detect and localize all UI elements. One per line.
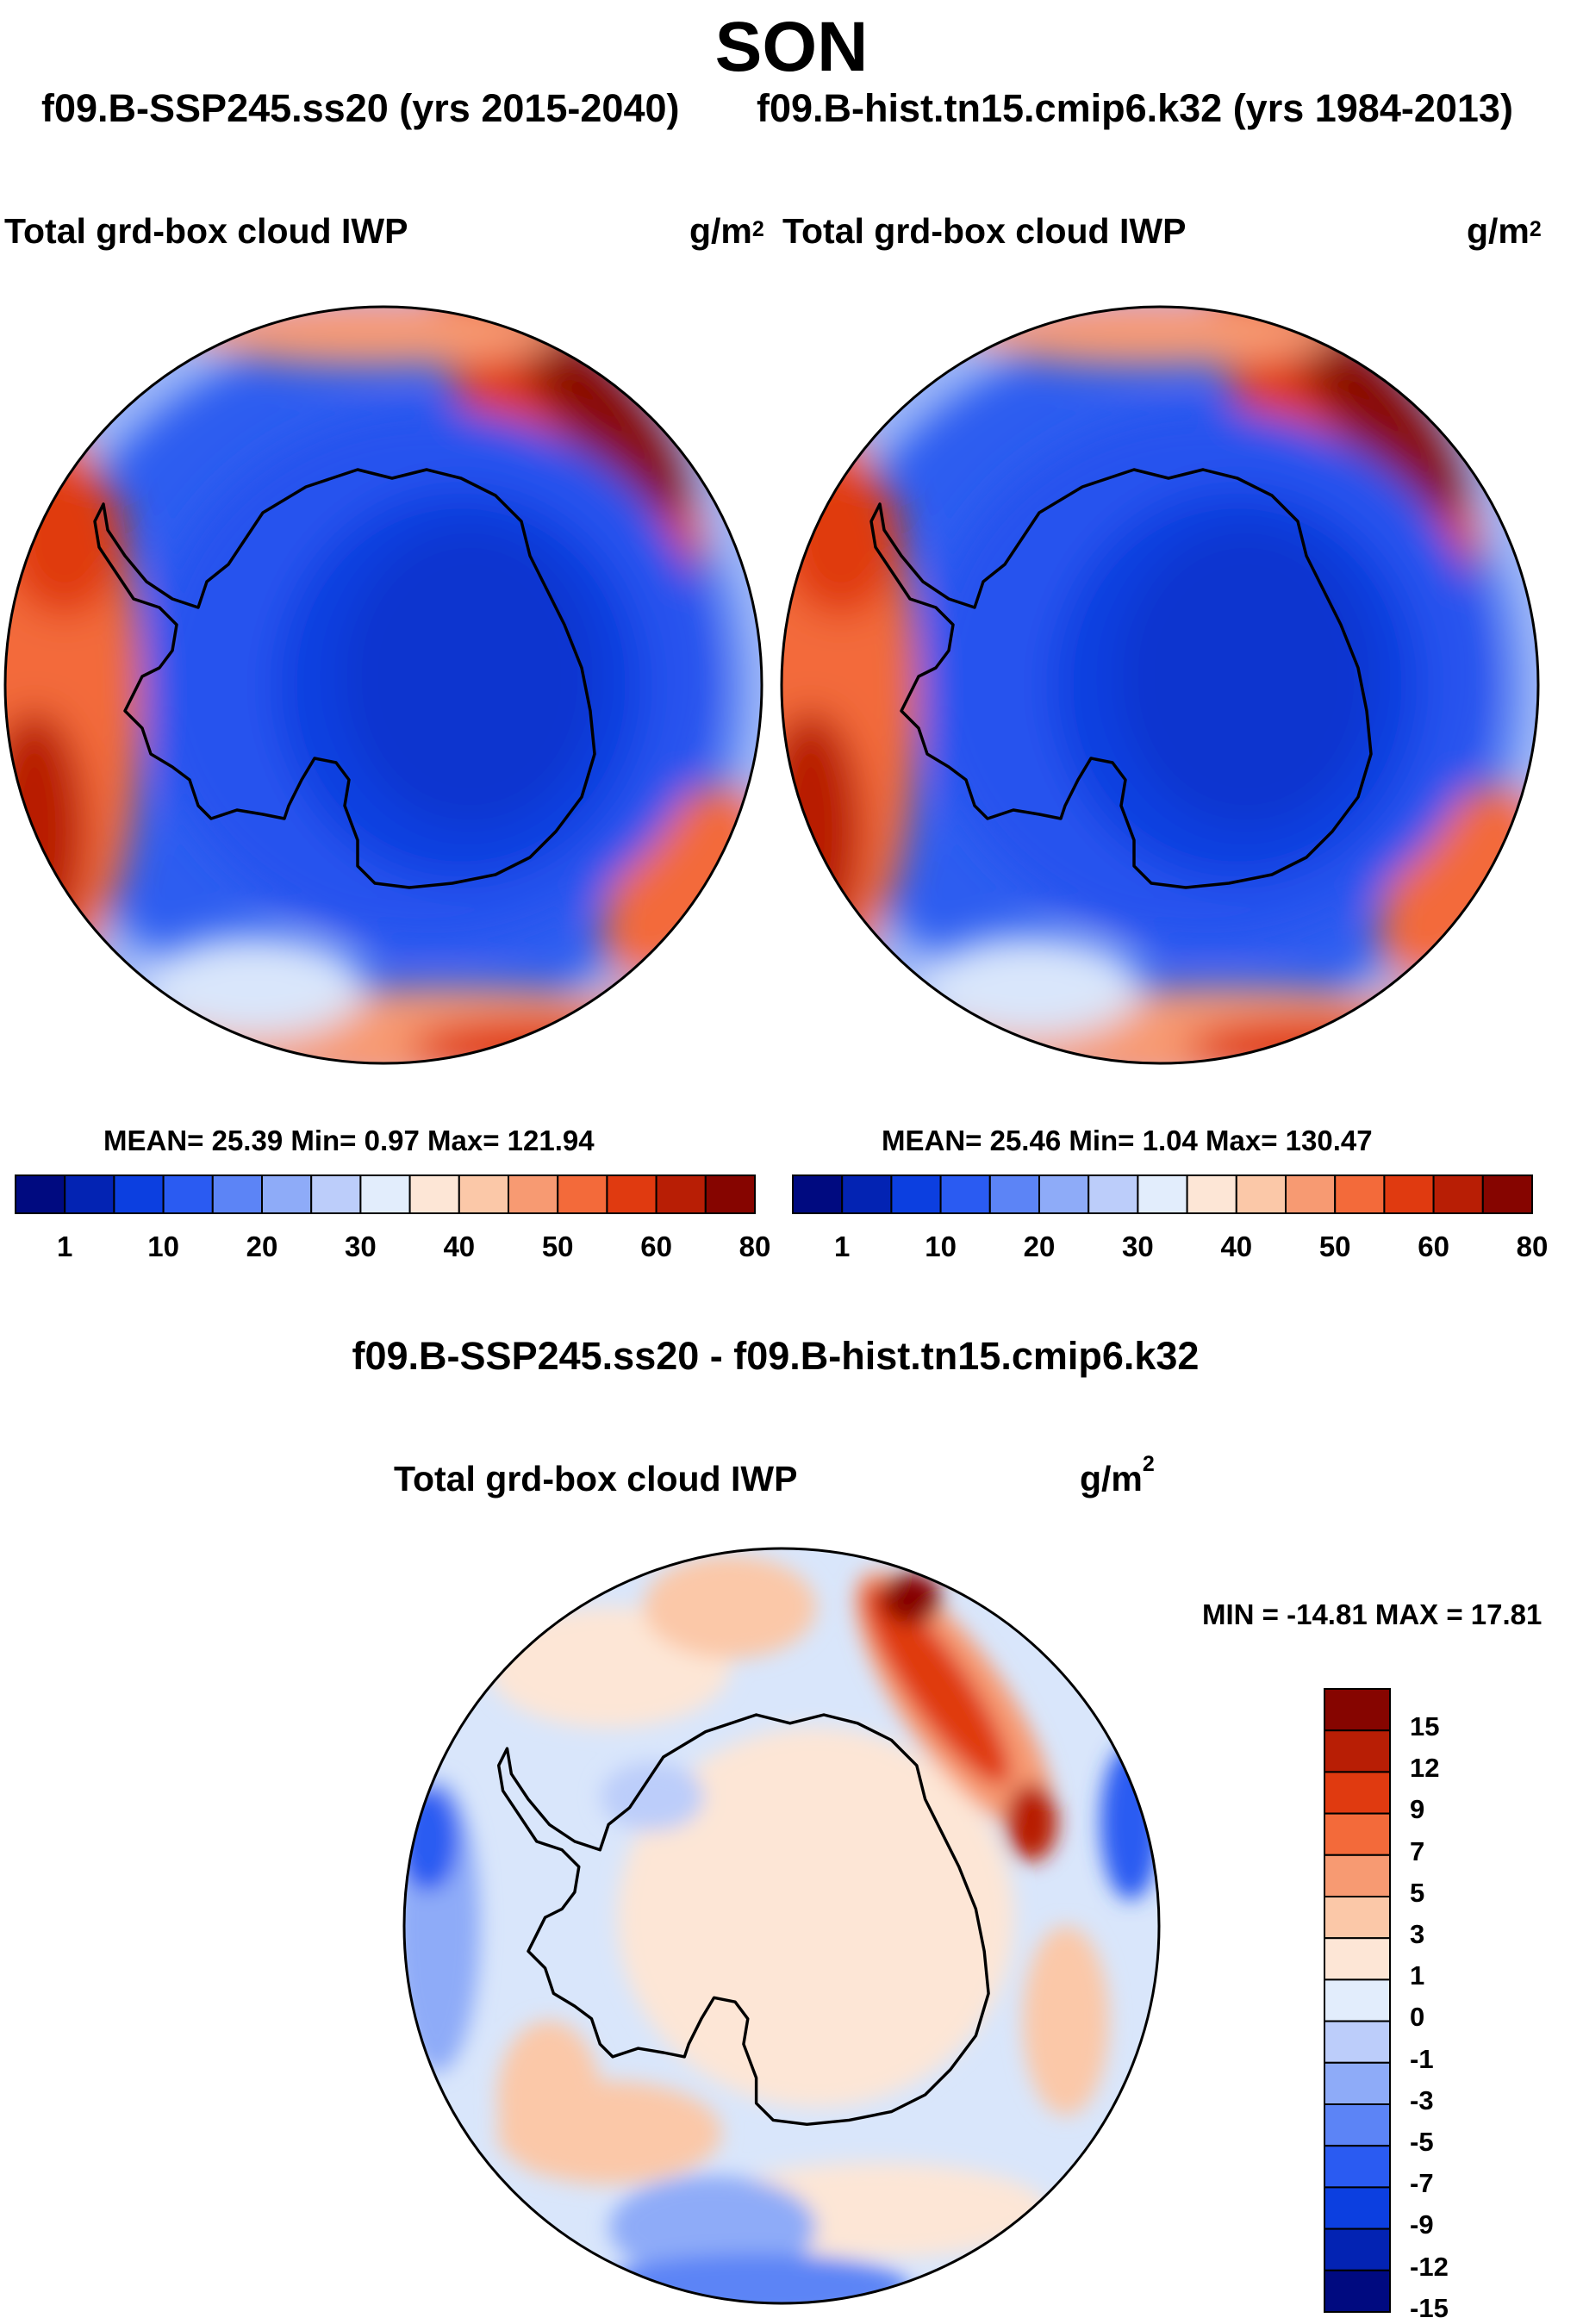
colorbar-swatch: [1088, 1174, 1139, 1214]
colorbar-swatch: [1383, 1174, 1435, 1214]
colorbar-swatch: [557, 1174, 608, 1214]
colorbar-tick-label: -7: [1410, 2168, 1434, 2199]
difference-unit: g/m2: [1080, 1452, 1155, 1498]
colorbar-swatch: [1186, 1174, 1237, 1214]
colorbar-swatch: [1137, 1174, 1188, 1214]
colorbar-swatch: [1324, 1854, 1391, 1898]
colorbar-swatch: [606, 1174, 658, 1214]
colorbar-tick-label: 10: [147, 1231, 179, 1262]
colorbar-swatch: [1324, 2061, 1391, 2106]
colorbar-tick-label: -15: [1410, 2292, 1449, 2323]
panel2-unit: g/m2: [1467, 211, 1542, 251]
colorbar-tick-label: 50: [541, 1231, 574, 1262]
colorbar-swatch: [359, 1174, 411, 1214]
main-title: SON: [714, 8, 869, 86]
colorbar-swatch: [1324, 1978, 1391, 2022]
colorbar-swatch: [15, 1174, 66, 1214]
colorbar-swatch: [162, 1174, 214, 1214]
map-panel-1: [3, 305, 763, 1065]
colorbar-tick-label: 30: [345, 1231, 377, 1262]
case-title-right: f09.B-hist.tn15.cmip6.k32 (yrs 1984-2013…: [757, 86, 1513, 130]
colorbar-tick-label: 0: [1410, 2002, 1425, 2033]
difference-variable-title: Total grd-box cloud IWP: [394, 1459, 798, 1498]
colorbar-swatch: [408, 1174, 460, 1214]
colorbar-tick-label: -9: [1410, 2209, 1434, 2240]
colorbar-swatch: [1324, 1688, 1391, 1732]
difference-title: f09.B-SSP245.ss20 - f09.B-hist.tn15.cmip…: [352, 1334, 1200, 1378]
colorbar-swatch: [458, 1174, 509, 1214]
colorbar-tick-label: 3: [1410, 1919, 1425, 1949]
colorbar-tick-label: 20: [246, 1231, 278, 1262]
colorbar-tick-label: 12: [1410, 1753, 1440, 1784]
map-panel-difference: [402, 1547, 1161, 2305]
colorbar-tick-label: 7: [1410, 1835, 1425, 1866]
colorbar-swatch: [792, 1174, 844, 1214]
colorbar-swatch: [1432, 1174, 1484, 1214]
colorbar-difference: [1324, 1688, 1391, 2314]
colorbar-swatch: [1324, 2020, 1391, 2064]
colorbar-tick-label: -5: [1410, 2127, 1434, 2157]
panel1-variable-title: Total grd-box cloud IWP: [4, 211, 408, 251]
panel2-stats: MEAN= 25.46 Min= 1.04 Max= 130.47: [882, 1125, 1373, 1156]
colorbar-swatch: [64, 1174, 115, 1214]
case-title-left: f09.B-SSP245.ss20 (yrs 2015-2040): [41, 86, 680, 130]
colorbar-tick-label: -3: [1410, 2084, 1434, 2115]
colorbar-swatch: [1324, 2227, 1391, 2271]
colorbar-swatch: [890, 1174, 942, 1214]
panel2-variable-title: Total grd-box cloud IWP: [782, 211, 1187, 251]
colorbar-swatch: [1481, 1174, 1534, 1214]
colorbar-tick-label: 80: [1516, 1231, 1549, 1262]
colorbar-swatch: [1285, 1174, 1337, 1214]
colorbar-swatch: [939, 1174, 991, 1214]
colorbar-tick-label: 15: [1410, 1711, 1440, 1741]
colorbar-swatch: [261, 1174, 313, 1214]
colorbar-tick-label: 30: [1122, 1231, 1154, 1262]
colorbar-tick-label: 1: [1410, 1960, 1425, 1991]
colorbar-swatch: [1324, 2269, 1391, 2314]
map-panel-2: [780, 305, 1540, 1065]
colorbar-swatch: [841, 1174, 893, 1214]
colorbar-swatch: [1235, 1174, 1287, 1214]
colorbar-swatch: [211, 1174, 264, 1214]
colorbar-swatch: [1324, 1771, 1391, 1815]
panel1-stats: MEAN= 25.39 Min= 0.97 Max= 121.94: [103, 1125, 595, 1156]
colorbar-tick-label: 1: [57, 1231, 73, 1262]
colorbar-1: [15, 1174, 756, 1214]
colorbar-swatch: [1324, 1937, 1391, 1981]
colorbar-swatch: [704, 1174, 756, 1214]
colorbar-tick-label: 80: [739, 1231, 771, 1262]
colorbar-tick-label: 20: [1023, 1231, 1056, 1262]
difference-minmax: MIN = -14.81 MAX = 17.81: [1202, 1598, 1542, 1630]
colorbar-2: [792, 1174, 1534, 1214]
colorbar-tick-label: 50: [1318, 1231, 1351, 1262]
colorbar-tick-label: -1: [1410, 2043, 1434, 2074]
colorbar-tick-label: 1: [834, 1231, 851, 1262]
colorbar-tick-label: 60: [640, 1231, 672, 1262]
colorbar-tick-label: 10: [925, 1231, 957, 1262]
colorbar-tick-label: 60: [1418, 1231, 1449, 1262]
colorbar-swatch: [113, 1174, 165, 1214]
colorbar-tick-label: -12: [1410, 2251, 1449, 2282]
colorbar-swatch: [508, 1174, 559, 1214]
colorbar-swatch: [1324, 1729, 1391, 1773]
colorbar-swatch: [1324, 2186, 1391, 2230]
colorbar-swatch: [1324, 2145, 1391, 2189]
colorbar-swatch: [1324, 1896, 1391, 1940]
colorbar-swatch: [310, 1174, 362, 1214]
colorbar-swatch: [1324, 2103, 1391, 2147]
colorbar-swatch: [988, 1174, 1041, 1214]
colorbar-swatch: [655, 1174, 707, 1214]
panel1-unit: g/m2: [689, 211, 764, 251]
colorbar-tick-label: 40: [443, 1231, 476, 1262]
colorbar-tick-label: 5: [1410, 1877, 1425, 1908]
colorbar-swatch: [1038, 1174, 1090, 1214]
colorbar-tick-label: 9: [1410, 1794, 1425, 1825]
colorbar-swatch: [1334, 1174, 1386, 1214]
colorbar-tick-label: 40: [1220, 1231, 1253, 1262]
colorbar-swatch: [1324, 1812, 1391, 1856]
